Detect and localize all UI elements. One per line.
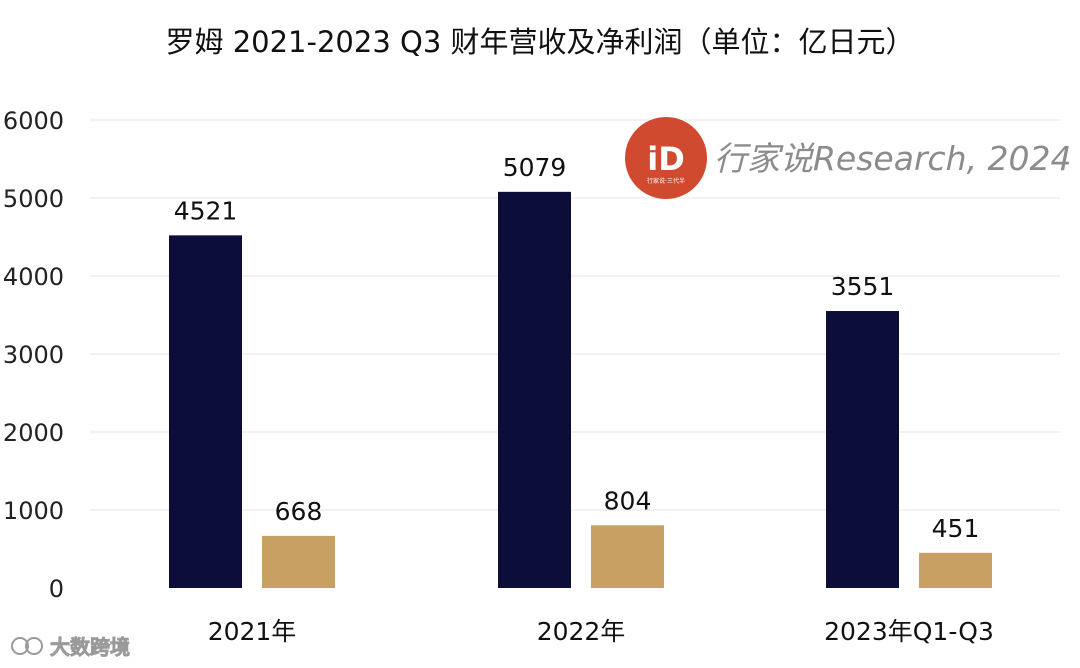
brand-logo-caption: 行家说·三代半: [647, 177, 685, 185]
bar: [919, 552, 992, 588]
y-tick-label: 6000: [3, 107, 64, 135]
y-tick-label: 4000: [3, 263, 64, 291]
chart-title: 罗姆 2021-2023 Q3 财年营收及净利润（单位：亿日元）: [165, 25, 914, 59]
x-tick-label: 2021年: [208, 617, 297, 646]
y-tick-label: 0: [49, 575, 64, 603]
data-label: 668: [275, 497, 323, 526]
data-label: 4521: [174, 196, 238, 225]
y-tick-label: 1000: [3, 497, 64, 525]
brand-watermark-text: 行家说Research, 2024: [714, 139, 1072, 178]
corner-watermark-icon: [11, 637, 29, 655]
bar: [498, 191, 571, 588]
data-label: 804: [604, 486, 652, 515]
brand-logo-icon: [625, 117, 707, 199]
x-axis: 2021年 2022年 2023年Q1-Q3: [208, 617, 994, 646]
y-tick-label: 5000: [3, 185, 64, 213]
bar: [591, 525, 664, 588]
bar: [262, 535, 335, 588]
brand-logo-mark: iD: [647, 140, 685, 178]
value-labels: 4521 5079 3551 668 804 451: [174, 153, 980, 543]
corner-watermark-text: 大数跨境: [50, 635, 130, 659]
bars: [169, 191, 992, 588]
y-axis: 0 1000 2000 3000 4000 5000 6000: [3, 107, 64, 603]
x-tick-label: 2022年: [537, 617, 626, 646]
data-label: 451: [932, 514, 980, 543]
x-tick-label: 2023年Q1-Q3: [824, 617, 994, 646]
y-tick-label: 3000: [3, 341, 64, 369]
bar: [169, 235, 242, 588]
corner-watermark: 大数跨境: [11, 635, 130, 659]
data-label: 5079: [503, 153, 567, 182]
corner-watermark-icon-ring: [25, 637, 43, 655]
brand-watermark: iD 行家说·三代半 行家说Research, 2024: [625, 117, 1072, 199]
bar: [826, 311, 899, 588]
data-label: 3551: [831, 272, 895, 301]
y-tick-label: 2000: [3, 419, 64, 447]
